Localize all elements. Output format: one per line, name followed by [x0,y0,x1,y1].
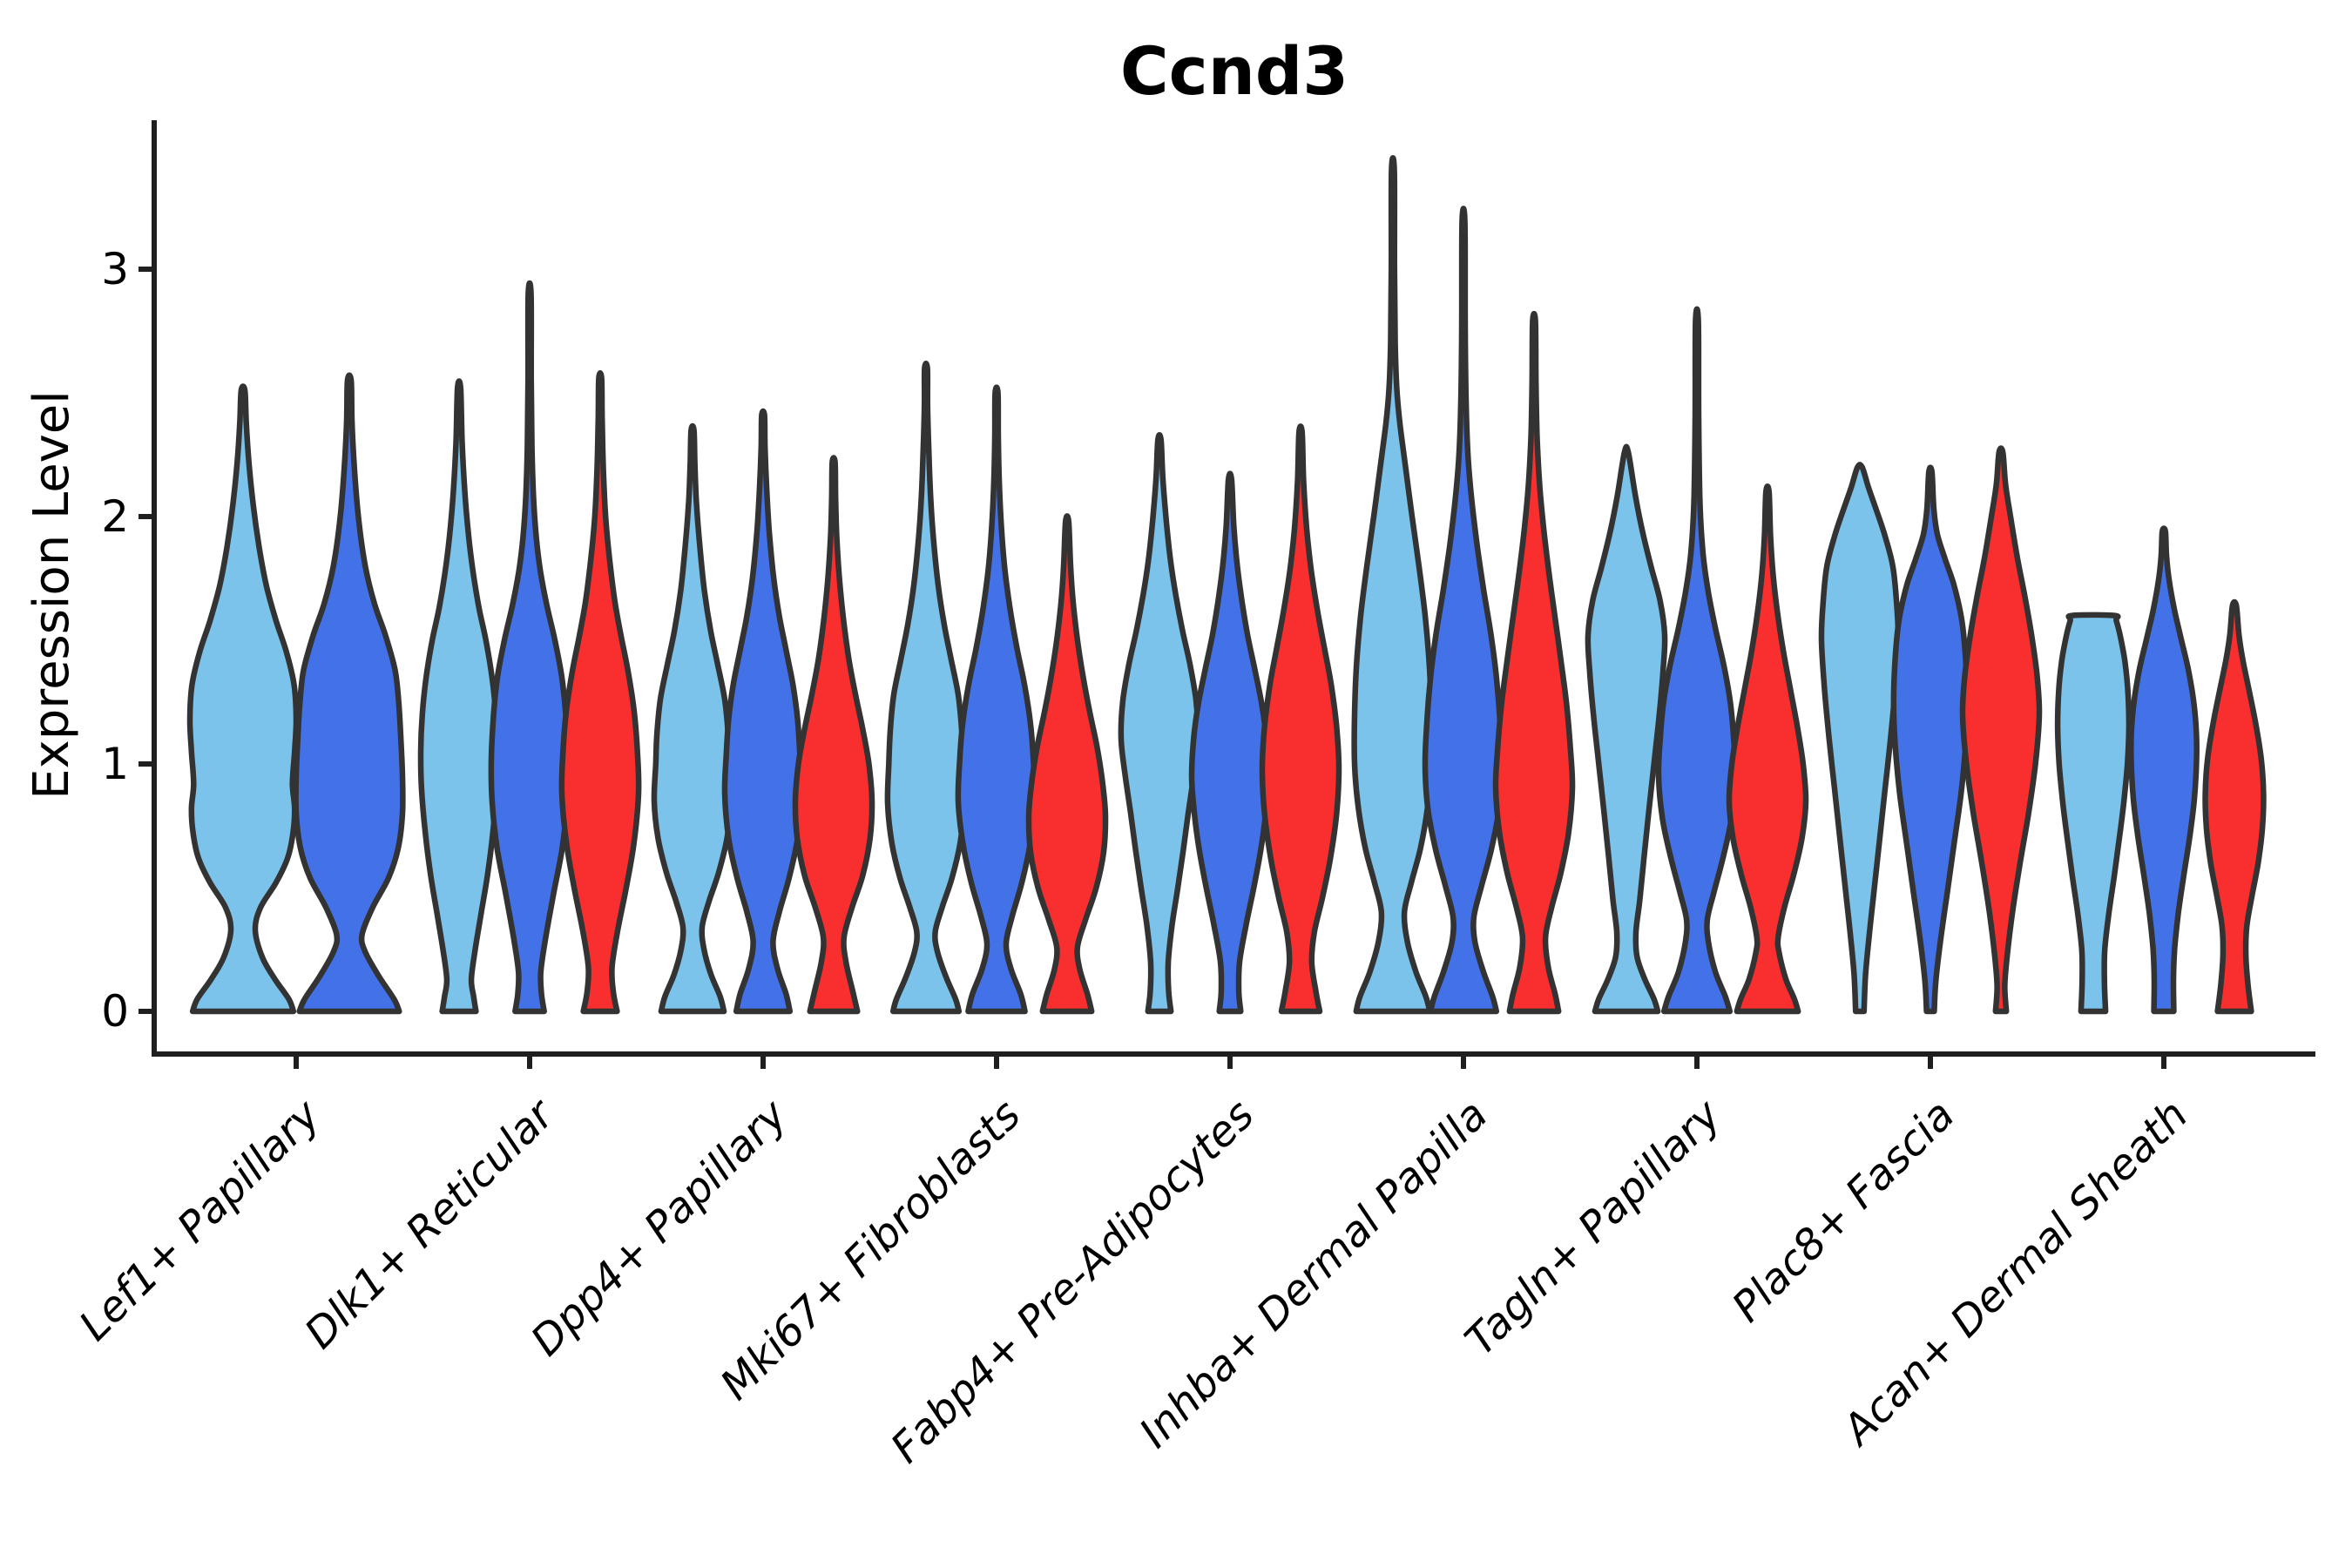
violin-cat6-split1 [1655,306,1739,1015]
violin-cat5-split0 [1351,154,1435,1015]
y-tick-label: 0 [101,986,129,1037]
violin-cat7-split0 [1818,462,1902,1015]
violin-cat1-split0 [417,378,501,1015]
violin-cat3-split2 [1025,513,1109,1015]
violin-cat3-split0 [884,361,968,1015]
violin-cat8-split0 [2054,612,2132,1015]
violins-layer [186,154,2267,1015]
y-ticks-group: 0 1 2 3 [101,244,154,1037]
violin-cat4-split1 [1188,470,1272,1015]
violin-cat2-split2 [792,455,875,1015]
violin-cat4-split2 [1259,423,1342,1015]
violin-cat7-split2 [1959,445,2043,1015]
y-tick-label: 3 [101,244,129,294]
violin-cat5-split2 [1492,310,1576,1015]
violin-cat0-split0 [186,383,300,1015]
violin-cat5-split1 [1422,206,1505,1015]
violin-cat6-split2 [1726,483,1809,1015]
violin-cat8-split1 [2128,525,2200,1015]
violin-cat8-split2 [2202,598,2267,1015]
y-tick-label: 1 [101,739,129,789]
y-tick-label: 2 [101,491,129,542]
chart-title: Ccnd3 [1120,32,1348,110]
violin-cat4-split0 [1118,432,1201,1015]
violin-cat2-split0 [651,422,734,1015]
violin-cat6-split0 [1585,443,1668,1015]
y-axis-label: Expression Level [24,390,80,800]
violin-cat7-split1 [1890,464,1970,1015]
violin-cat0-split1 [293,372,406,1015]
violin-cat1-split2 [558,370,642,1015]
